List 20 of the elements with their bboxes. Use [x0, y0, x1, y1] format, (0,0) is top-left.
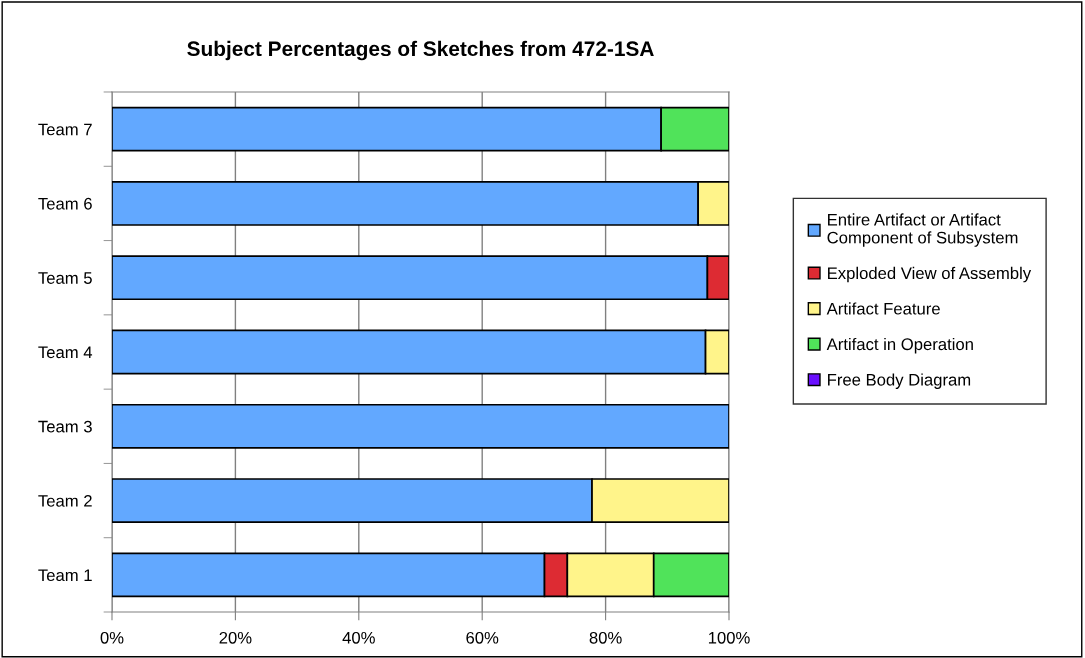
x-tick-label: 100% [708, 631, 750, 644]
x-tick-label: 20% [219, 631, 252, 644]
x-tick-label: 80% [589, 631, 622, 644]
x-tick-label: 60% [466, 631, 499, 644]
chart-title: Subject Percentages of Sketches from 472-1SA [187, 40, 654, 61]
y-tick-label: Team 7 [38, 123, 92, 136]
y-tick-label: Team 1 [38, 569, 92, 582]
legend-label: Artifact Feature [826, 302, 940, 315]
y-tick-label: Team 3 [38, 420, 92, 433]
legend-label: Exploded View of Assembly [828, 266, 1032, 283]
bar [112, 403, 729, 449]
y-tick-label: Team 4 [38, 346, 93, 359]
legend-label: Artifact in Operation [826, 337, 973, 354]
y-tick-label: Team 2 [38, 494, 92, 507]
y-tick-label: Team 5 [38, 272, 92, 284]
x-tick-label: 40% [342, 631, 375, 644]
x-tick-label: 0% [100, 631, 124, 644]
legend-label: Free Body Diagram [828, 373, 971, 389]
legend-label: Entire Artifact or Artifact Component of Subsystem [827, 213, 1018, 247]
y-tick-label: Team 6 [38, 197, 92, 210]
